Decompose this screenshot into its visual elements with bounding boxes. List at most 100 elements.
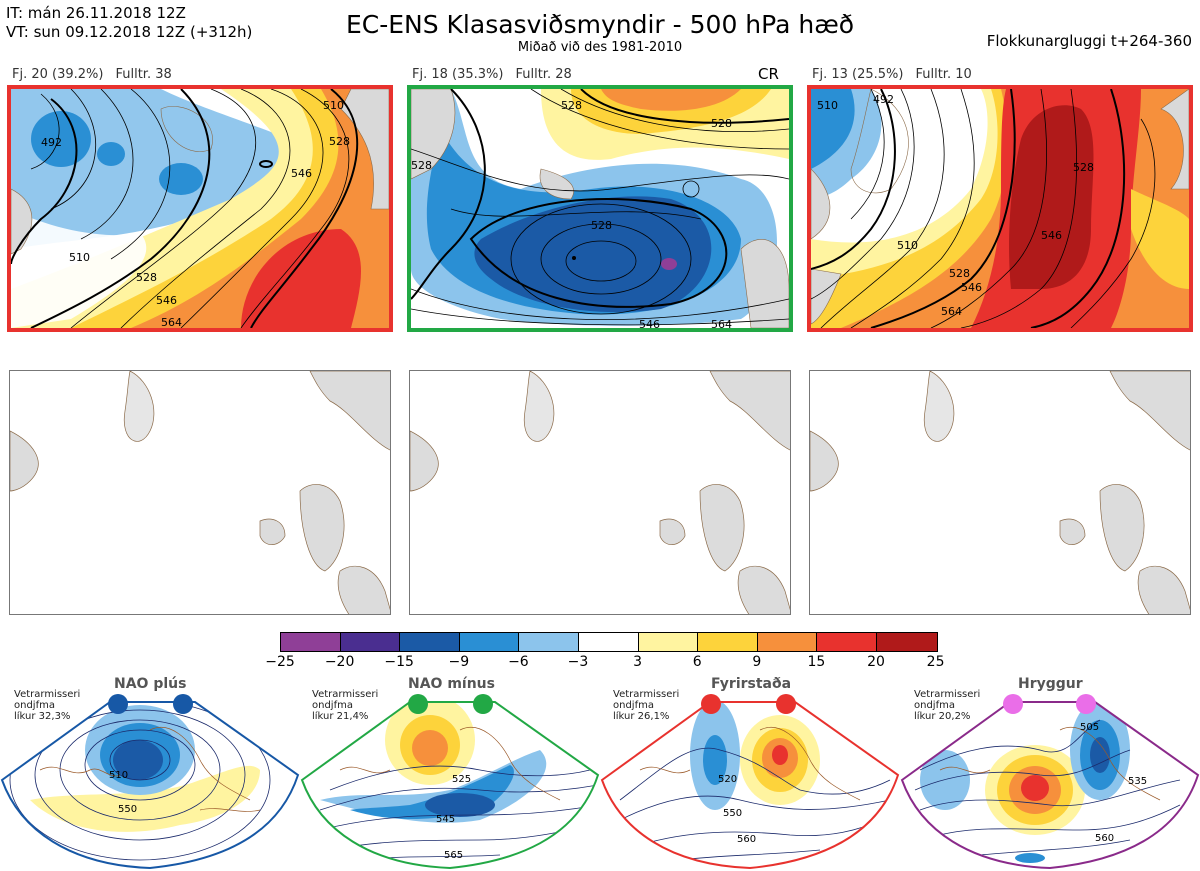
regime-2-note: Vetrarmisseri ondjfma líkur 21,4%: [312, 689, 378, 722]
svg-text:528: 528: [561, 99, 582, 112]
svg-text:546: 546: [156, 294, 177, 307]
panel-3-label: Fj. 13 (25.5%) Fulltr. 10: [812, 67, 984, 82]
svg-text:528: 528: [329, 135, 350, 148]
init-time: IT: mán 26.11.2018 12Z: [6, 4, 186, 22]
panel-3-fulltr: Fulltr. 10: [915, 67, 972, 82]
regime-1-label-b: 550: [118, 804, 137, 815]
panel-2-fulltr: Fulltr. 28: [515, 67, 572, 82]
svg-text:510: 510: [817, 99, 838, 112]
regime-2-note-line1: Vetrarmisseri: [312, 689, 379, 700]
regime-2-label-b: 545: [436, 814, 455, 825]
panel-2-tag: CR: [758, 65, 779, 83]
svg-text:510: 510: [323, 99, 344, 112]
svg-text:528: 528: [1073, 161, 1094, 174]
regime-1-label-a: 510: [109, 770, 128, 781]
regime-2-map: [302, 702, 598, 868]
regime-contour-labels: 510 550 525 545 565 520 550 560 505 535 …: [109, 722, 1147, 861]
regime-2-label-a: 525: [452, 774, 471, 785]
svg-text:492: 492: [873, 93, 894, 106]
svg-text:528: 528: [711, 117, 732, 130]
regime-1-map: [2, 702, 298, 868]
regime-4-note: Vetrarmisseri ondjfma líkur 20,2%: [914, 689, 980, 722]
anomaly-colorbar: [280, 632, 938, 652]
svg-text:510: 510: [897, 239, 918, 252]
regime-2-label-c: 565: [444, 850, 463, 861]
regime-4-label-b: 535: [1128, 776, 1147, 787]
regime-4-label-a: 505: [1080, 722, 1099, 733]
colorbar-tick-label: 9: [752, 654, 762, 670]
regime-3-label-a: 520: [718, 774, 737, 785]
colorbar-swatch: [578, 633, 639, 651]
svg-text:528: 528: [591, 219, 612, 232]
panel-3-fj: Fj. 13 (25.5%): [812, 67, 904, 82]
page-title: EC-ENS Klasasviðsmyndir - 500 hPa hæð: [345, 10, 855, 39]
regime-1-title: NAO plús: [114, 676, 187, 692]
cluster-map-2-plot: 528 528 528 528 546 564: [411, 89, 789, 328]
colorbar-swatch: [400, 633, 460, 651]
colorbar-swatch: [459, 633, 520, 651]
cluster-map-1-plot: 492 510 528 546 564 510 528 546: [11, 89, 389, 328]
colorbar-tick-label: −3: [567, 654, 589, 670]
panel-1-fulltr: Fulltr. 38: [115, 67, 172, 82]
colorbar-swatch: [817, 633, 877, 651]
cluster-map-3-plot: 510 492 510 528 528 546 564 546: [811, 89, 1189, 328]
colorbar-tick-label: 20: [867, 654, 885, 670]
regime-maps: 510 550 525 545 565 520 550 560 505 535 …: [0, 694, 1200, 870]
svg-text:564: 564: [941, 305, 962, 318]
regime-4-note-line3: líkur 20,2%: [914, 711, 971, 722]
regime-3-note-line2: ondjfma: [613, 700, 654, 711]
empty-map-3-land: [810, 371, 1190, 614]
empty-map-1: [9, 370, 391, 615]
panel-2-fj: Fj. 18 (35.3%): [412, 67, 504, 82]
colorbar-swatch: [281, 633, 341, 651]
colorbar-tick-label: 6: [692, 654, 702, 670]
colorbar-ticks: −25 −20 −15 −9 −6 −3 3 6 9 15 20 25: [0, 654, 1200, 674]
colorbar-tick-label: −20: [324, 654, 355, 670]
regime-3-label-b: 550: [723, 808, 742, 819]
regime-3-note-line3: líkur 26,1%: [613, 711, 670, 722]
regime-3-note-line1: Vetrarmisseri: [613, 689, 680, 700]
page-subtitle: Miðað við des 1981-2010: [517, 40, 683, 55]
svg-text:546: 546: [961, 281, 982, 294]
regime-2-note-line3: líkur 21,4%: [312, 711, 369, 722]
regime-4-title: Hryggur: [1018, 676, 1083, 692]
regime-1-note-line3: líkur 32,3%: [14, 711, 71, 722]
panel-1-fj: Fj. 20 (39.2%): [12, 67, 104, 82]
cluster-map-3: 510 492 510 528 528 546 564 546: [807, 85, 1193, 332]
regime-1-note-line1: Vetrarmisseri: [14, 689, 81, 700]
regime-2-title: NAO mínus: [408, 676, 495, 692]
colorbar-swatch: [519, 633, 579, 651]
valid-time: VT: sun 09.12.2018 12Z (+312h): [6, 23, 253, 41]
colorbar-swatch: [757, 633, 818, 651]
regime-3-title: Fyrirstaða: [711, 676, 792, 692]
regime-1-note-line2: ondjfma: [14, 700, 55, 711]
empty-map-1-land: [10, 371, 390, 614]
regime-4-note-line1: Vetrarmisseri: [914, 689, 981, 700]
cluster-map-2: 528 528 528 528 546 564: [407, 85, 793, 332]
regime-2-note-line2: ondjfma: [312, 700, 353, 711]
regime-1-note: Vetrarmisseri ondjfma líkur 32,3%: [14, 689, 80, 722]
regime-3-label-c: 560: [737, 834, 756, 845]
panel-1-label: Fj. 20 (39.2%) Fulltr. 38: [12, 67, 184, 82]
regime-4-note-line2: ondjfma: [914, 700, 955, 711]
colorbar-swatch: [340, 633, 401, 651]
svg-text:546: 546: [1041, 229, 1062, 242]
regime-4-map: [902, 702, 1198, 868]
colorbar-swatch: [698, 633, 758, 651]
svg-text:492: 492: [41, 136, 62, 149]
empty-map-2-land: [410, 371, 790, 614]
colorbar-swatch: [876, 633, 937, 651]
svg-text:564: 564: [711, 318, 732, 328]
colorbar-swatch: [638, 633, 699, 651]
empty-map-2: [409, 370, 791, 615]
colorbar-tick-label: −9: [448, 654, 470, 670]
svg-text:546: 546: [291, 167, 312, 180]
run-info: IT: mán 26.11.2018 12Z VT: sun 09.12.201…: [6, 4, 252, 42]
svg-text:528: 528: [411, 159, 432, 172]
colorbar-tick-label: 3: [633, 654, 643, 670]
colorbar-tick-label: 15: [807, 654, 826, 670]
svg-text:510: 510: [69, 251, 90, 264]
panel-2-label: Fj. 18 (35.3%) Fulltr. 28: [412, 67, 584, 82]
colorbar-tick-label: −6: [508, 654, 529, 670]
empty-map-3: [809, 370, 1191, 615]
